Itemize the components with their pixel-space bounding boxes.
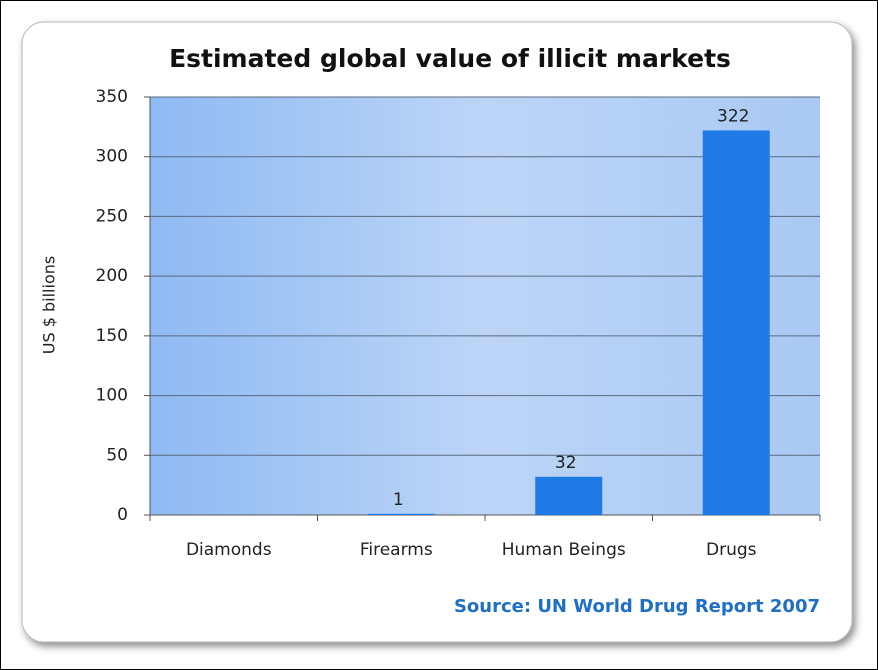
x-tick-label: Drugs [706,540,757,560]
chart-title: Estimated global value of illicit market… [169,44,731,73]
bar [535,476,603,515]
y-tick-label: 350 [96,87,128,107]
y-tick-label: 250 [96,206,128,226]
y-tick-label: 50 [106,445,128,465]
y-tick-label: 150 [96,326,128,346]
x-tick-label: Diamonds [186,540,272,560]
x-tick-label: Human Beings [502,540,626,560]
data-label: 322 [717,106,749,126]
bar [702,130,770,515]
x-tick-label: Firearms [360,540,433,560]
source: Source: UN World Drug Report 2007 [454,596,820,617]
y-tick-label: 300 [96,147,128,167]
y-axis-label: US $ billions [40,256,59,354]
data-label: 1 [393,490,404,510]
y-tick-label: 200 [96,266,128,286]
y-tick-label: 100 [96,386,128,406]
y-tick-label: 0 [117,505,128,525]
bar [367,513,435,515]
data-label: 32 [555,453,577,473]
